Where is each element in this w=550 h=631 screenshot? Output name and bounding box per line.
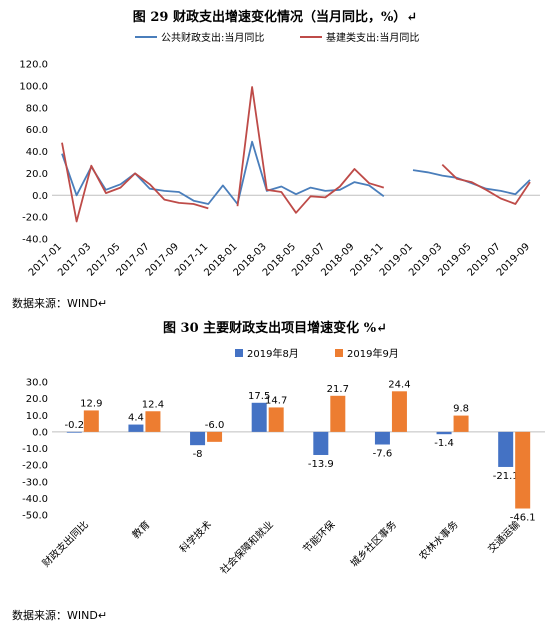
chart1-title: 图 29 财政支出增速变化情况（当月同比，%）↵ (132, 10, 418, 25)
y-tick-label: -20.0 (22, 461, 48, 472)
y-tick-label: -20.0 (22, 213, 48, 224)
y-tick-label: 40.0 (26, 147, 48, 158)
data-label: -13.9 (308, 459, 334, 470)
series-line-1 (441, 163, 531, 205)
data-label: -21.1 (493, 471, 519, 482)
category-label: 教育 (129, 518, 152, 541)
data-label: -1.4 (434, 438, 454, 449)
bar-1 (268, 407, 284, 432)
data-label: 9.8 (453, 404, 469, 415)
y-tick-label: 60.0 (26, 125, 48, 136)
bar-0 (436, 431, 452, 435)
y-tick-label: -10.0 (22, 444, 48, 455)
y-tick-label: -30.0 (22, 477, 48, 488)
category-label: 农林水事务 (416, 518, 461, 563)
chart1-source: 数据来源：WIND↵ (12, 297, 108, 310)
category-label: 城乡社区事务 (347, 518, 399, 570)
data-label: -8 (193, 449, 203, 460)
bar-1 (145, 411, 161, 432)
bar-0 (66, 431, 82, 433)
bar-1 (330, 395, 346, 432)
y-tick-label: 20.0 (26, 394, 48, 405)
data-label: -0.2 (65, 420, 85, 431)
y-tick-label: -40.0 (22, 235, 48, 246)
bar-0 (190, 431, 206, 446)
chart2-bar-chart: 2019年8月 2019年9月 -50.0 -40.0 -30.0 -20.0 -10.0 0… (22, 347, 545, 577)
data-label: 21.7 (327, 384, 349, 395)
y-tick-label: 20.0 (26, 169, 48, 180)
y-tick-label: 30.0 (26, 378, 48, 389)
category-label: 财政支出同比 (39, 518, 91, 570)
series-line-0 (61, 140, 385, 205)
bar-0 (313, 431, 329, 455)
bar-1 (83, 410, 99, 432)
legend-swatch-1 (335, 349, 343, 357)
y-tick-label: 0.0 (32, 427, 48, 438)
y-tick-label: 100.0 (19, 81, 48, 92)
y-tick-label: 10.0 (26, 411, 48, 422)
legend-label-1: 基建类支出:当月同比 (326, 31, 419, 44)
y-tick-label: 0.0 (32, 191, 48, 202)
bar-1 (515, 431, 531, 509)
chart1-line-chart: 公共财政支出:当月同比 基建类支出:当月同比 -40.0 -20.0 0.0 20.0 40… (19, 31, 540, 279)
chart2-title: 图 30 主要财政支出项目增速变化 %↵ (163, 321, 387, 336)
data-label: -46.1 (510, 513, 536, 524)
data-label: 12.9 (80, 398, 102, 409)
legend-label-0: 2019年8月 (247, 347, 299, 360)
legend-label-1: 2019年9月 (347, 347, 399, 360)
bar-0 (374, 431, 390, 445)
bar-1 (391, 391, 407, 432)
legend-label-0: 公共财政支出:当月同比 (161, 31, 264, 44)
data-label: 12.4 (142, 399, 164, 410)
series-line-1 (236, 86, 385, 214)
data-label: 24.4 (388, 379, 410, 390)
y-tick-label: -40.0 (22, 494, 48, 505)
series-line-1 (61, 142, 209, 223)
data-label: 4.4 (128, 413, 144, 424)
data-label: -6.0 (205, 420, 225, 431)
category-label: 交通运输 (485, 518, 522, 555)
bar-0 (251, 402, 267, 432)
bar-0 (128, 424, 144, 432)
category-label: 科学技术 (177, 518, 214, 555)
legend-swatch-0 (235, 349, 243, 357)
chart2-source: 数据来源：WIND↵ (12, 609, 108, 622)
series-line-0 (412, 169, 531, 196)
data-label: 17.5 (248, 391, 270, 402)
y-tick-label: 80.0 (26, 103, 48, 114)
y-tick-label: -50.0 (22, 511, 48, 522)
bar-1 (207, 431, 223, 442)
category-label: 社会保障和就业 (217, 518, 276, 577)
bar-1 (453, 415, 469, 432)
bar-0 (498, 431, 514, 467)
category-label: 节能环保 (300, 518, 337, 555)
data-label: -7.6 (373, 449, 393, 460)
data-label: 14.7 (265, 395, 287, 406)
y-tick-label: 120.0 (19, 60, 48, 71)
